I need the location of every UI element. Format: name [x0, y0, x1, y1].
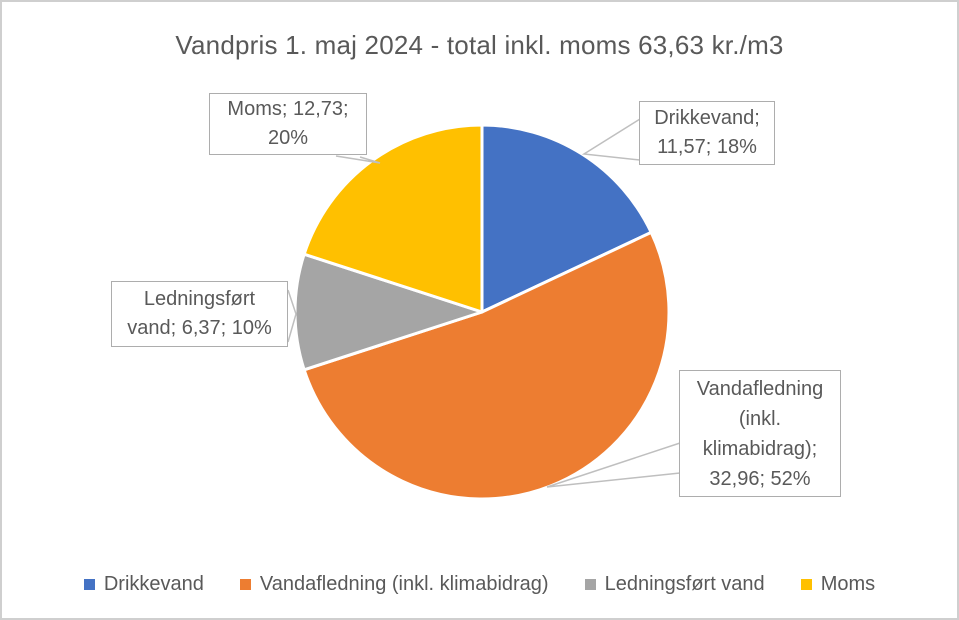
data-label-ledningsfort-vand[interactable]: Ledningsført vand; 6,37; 10% — [111, 281, 288, 347]
legend-item-ledningsf-rt-vand[interactable]: Ledningsført vand — [584, 573, 765, 596]
data-label-vandafledning[interactable]: Vandafledning (inkl. klimabidrag); 32,96… — [679, 370, 841, 497]
chart-title[interactable]: Vandpris 1. maj 2024 - total inkl. moms … — [175, 30, 784, 60]
data-label-line: Moms; 12,73; — [227, 98, 349, 120]
legend-item-vandafledning-inkl-klimabidrag[interactable]: Vandafledning (inkl. klimabidrag) — [239, 573, 549, 596]
data-label-line: 11,57; 18% — [657, 136, 757, 158]
data-label-line: Vandafledning — [696, 377, 824, 400]
data-label-line: Drikkevand; — [654, 107, 760, 129]
data-label-line: Ledningsført — [143, 288, 256, 310]
legend-label: Drikkevand — [103, 573, 204, 595]
leader-vandafledning — [546, 442, 681, 488]
leader-ledningsfort — [287, 289, 297, 343]
data-label-moms[interactable]: Moms; 12,73; 20% — [209, 93, 367, 155]
data-label-line: (inkl. — [738, 407, 782, 430]
data-label-line: klimabidrag); — [702, 437, 818, 460]
legend-label: Ledningsført vand — [604, 573, 765, 595]
legend-swatch-icon — [239, 579, 251, 590]
legend-label: Vandafledning (inkl. klimabidrag) — [259, 573, 549, 595]
data-label-drikkevand[interactable]: Drikkevand; 11,57; 18% — [639, 101, 775, 165]
legend-swatch-icon — [83, 579, 95, 590]
legend-item-drikkevand[interactable]: Drikkevand — [83, 573, 204, 596]
pie-slice-drikkevand[interactable] — [480, 123, 653, 314]
leader-drikkevand — [581, 118, 641, 161]
chart-legend: Drikkevand Vandafledning (inkl. klimabidr… — [2, 573, 957, 596]
leader-moms — [335, 155, 381, 164]
legend-swatch-icon — [800, 579, 812, 590]
data-label-line: vand; 6,37; 10% — [127, 317, 272, 339]
legend-swatch-icon — [584, 579, 596, 590]
data-label-line: 32,96; 52% — [709, 467, 811, 490]
legend-item-moms[interactable]: Moms — [800, 573, 876, 596]
data-label-line: 20% — [267, 127, 309, 149]
legend-label: Moms — [820, 573, 876, 595]
